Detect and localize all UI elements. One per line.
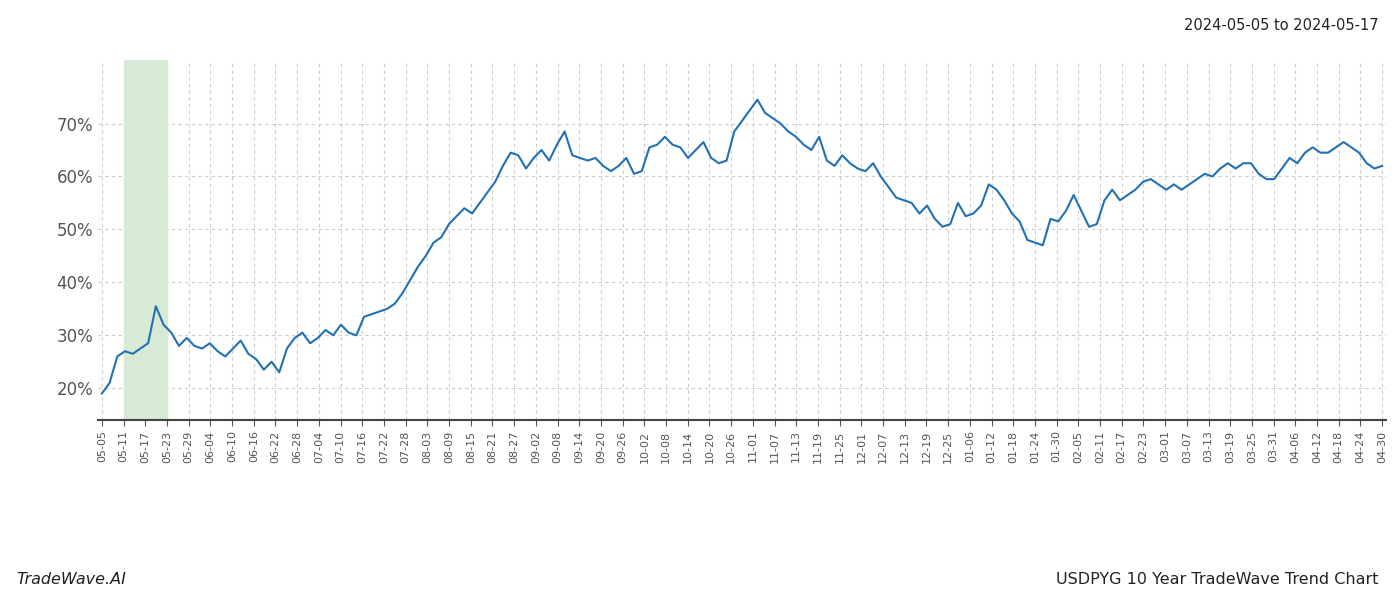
Text: 2024-05-05 to 2024-05-17: 2024-05-05 to 2024-05-17 xyxy=(1184,18,1379,33)
Text: TradeWave.AI: TradeWave.AI xyxy=(17,572,126,587)
Text: USDPYG 10 Year TradeWave Trend Chart: USDPYG 10 Year TradeWave Trend Chart xyxy=(1057,572,1379,587)
Bar xyxy=(123,60,167,420)
